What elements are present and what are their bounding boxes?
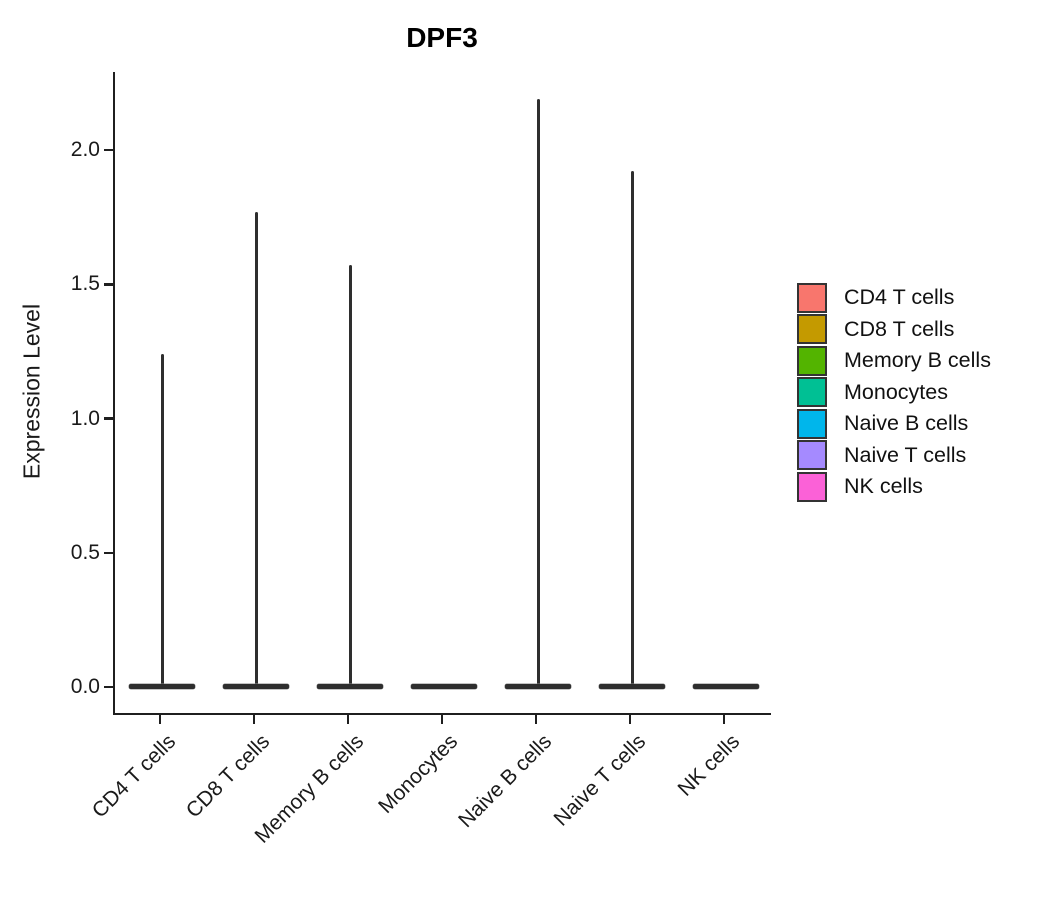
legend-item-label: Monocytes bbox=[844, 379, 948, 404]
y-tick-mark bbox=[104, 551, 113, 554]
violin-base-memory-b-cells bbox=[317, 683, 383, 689]
violin-spike-cd4-t-cells bbox=[160, 354, 164, 687]
legend-item-label: CD4 T cells bbox=[844, 285, 955, 310]
legend-item-memory-b-cells: Memory B cells bbox=[797, 345, 991, 377]
x-tick-label-nk-cells: NK cells bbox=[673, 730, 745, 801]
x-tick-label-naive-t-cells: Naive T cells bbox=[549, 730, 651, 831]
legend-item-monocytes: Monocytes bbox=[797, 377, 991, 409]
violin-layer bbox=[115, 72, 771, 713]
y-tick-mark bbox=[104, 417, 113, 420]
x-tick-label-cd8-t-cells: CD8 T cells bbox=[181, 730, 275, 823]
chart-title: DPF3 bbox=[406, 22, 478, 53]
legend-color-swatch bbox=[797, 440, 827, 471]
legend-item-nk-cells: NK cells bbox=[797, 471, 991, 503]
legend-color-swatch bbox=[797, 471, 827, 502]
legend-color-swatch bbox=[797, 314, 827, 345]
x-tick-label-monocytes: Monocytes bbox=[374, 730, 463, 819]
x-tick-mark bbox=[158, 715, 162, 724]
legend-item-naive-t-cells: Naive T cells bbox=[797, 440, 991, 472]
legend-color-swatch bbox=[797, 345, 827, 376]
y-tick-label: 2.0 bbox=[70, 138, 100, 161]
violin-base-cd4-t-cells bbox=[129, 683, 195, 689]
legend: CD4 T cells CD8 T cells Memory B cells Mono… bbox=[797, 282, 991, 503]
x-tick-label-naive-b-cells: Naive B cells bbox=[454, 730, 557, 833]
violin-base-naive-b-cells bbox=[505, 683, 571, 689]
violin-spike-naive-t-cells bbox=[630, 171, 634, 687]
legend-item-label: Naive B cells bbox=[844, 411, 969, 436]
y-tick-label: 0.0 bbox=[70, 675, 100, 698]
legend-color-swatch bbox=[797, 282, 827, 313]
y-tick-mark bbox=[104, 685, 113, 689]
legend-item-label: NK cells bbox=[844, 474, 923, 499]
violin-base-naive-t-cells bbox=[599, 683, 665, 689]
y-tick-mark bbox=[104, 148, 113, 152]
x-tick-mark bbox=[534, 715, 538, 724]
legend-item-cd4-t-cells: CD4 T cells bbox=[797, 282, 991, 314]
y-tick-label: 1.5 bbox=[70, 272, 100, 296]
x-tick-mark bbox=[628, 715, 632, 724]
legend-color-swatch bbox=[797, 377, 827, 408]
y-axis-label: Expression Level bbox=[18, 303, 45, 480]
legend-item-cd8-t-cells: CD8 T cells bbox=[797, 314, 991, 346]
plot-panel bbox=[113, 72, 771, 715]
violin-spike-naive-b-cells bbox=[536, 98, 540, 687]
violin-spike-cd8-t-cells bbox=[254, 211, 258, 687]
legend-item-label: Memory B cells bbox=[844, 348, 991, 373]
y-tick-label: 0.5 bbox=[70, 540, 100, 564]
violin-base-nk-cells bbox=[693, 683, 759, 689]
x-tick-label-cd4-t-cells: CD4 T cells bbox=[87, 730, 181, 823]
violin-spike-memory-b-cells bbox=[348, 265, 352, 687]
x-tick-mark bbox=[346, 715, 350, 724]
legend-color-swatch bbox=[797, 408, 827, 439]
y-tick-label: 1.0 bbox=[70, 406, 100, 430]
violin-base-monocytes bbox=[411, 683, 477, 689]
x-tick-mark bbox=[722, 715, 726, 724]
violin-base-cd8-t-cells bbox=[223, 683, 289, 689]
legend-item-label: CD8 T cells bbox=[844, 316, 955, 341]
x-tick-mark bbox=[440, 715, 444, 724]
legend-item-label: Naive T cells bbox=[844, 442, 967, 467]
y-tick-mark bbox=[104, 283, 113, 286]
x-tick-mark bbox=[252, 715, 256, 724]
x-tick-label-memory-b-cells: Memory B cells bbox=[250, 730, 369, 848]
legend-item-naive-b-cells: Naive B cells bbox=[797, 408, 991, 440]
